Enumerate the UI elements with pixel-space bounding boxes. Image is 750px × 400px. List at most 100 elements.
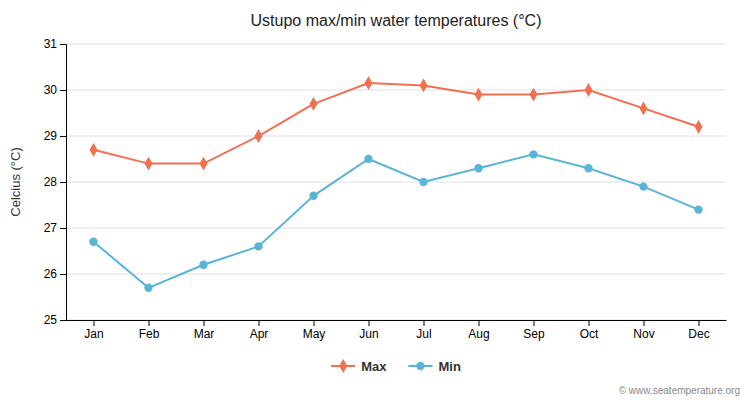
x-tick-mark [369,320,370,326]
marker [585,83,593,97]
marker [89,238,97,246]
x-tick: Jun [359,320,378,341]
y-tick-label: 28 [44,175,58,189]
grid-line [66,228,726,229]
grid-line [66,44,726,45]
x-tick-mark [259,320,260,326]
y-tick: 30 [44,83,66,97]
marker [365,76,373,90]
y-tick-mark [60,136,66,137]
y-tick-label: 26 [44,267,58,281]
x-tick: Apr [250,320,269,341]
x-tick-mark [149,320,150,326]
marker [584,164,592,172]
marker [529,150,537,158]
legend-label: Min [438,359,460,374]
line [94,83,699,164]
x-tick-label: Nov [633,327,654,341]
y-axis-title: Celcius (°C) [8,147,23,216]
legend: Max Min [331,359,461,374]
y-tick-mark [60,228,66,229]
marker [309,192,317,200]
x-tick: Feb [139,320,160,341]
y-tick-mark [60,320,66,321]
x-tick-label: Jul [416,327,431,341]
x-tick: Jan [84,320,103,341]
x-tick-mark [204,320,205,326]
marker [694,205,702,213]
legend-item: Max [331,359,387,374]
x-tick: Sep [523,320,545,341]
x-tick-mark [314,320,315,326]
chart-svg: Jan Feb Mar Apr May Jun Jul Aug Sep Oct Nov Dec 25 26… [0,0,750,400]
y-tick-label: 29 [44,129,58,143]
marker [639,182,647,190]
grid-line [66,274,726,275]
title: Ustupo max/min water temperatures (°C) [251,12,542,29]
grid-line [66,90,726,91]
marker [419,178,427,186]
x-tick-mark [534,320,535,326]
marker [145,157,153,171]
x-tick-mark [424,320,425,326]
y-tick-mark [60,90,66,91]
marker [200,157,208,171]
x-tick-mark [589,320,590,326]
grid [66,44,726,320]
marker [310,97,318,111]
marker [474,164,482,172]
marker [254,242,262,250]
plot-area [89,76,702,292]
y-tick-mark [60,274,66,275]
marker [144,284,152,292]
marker [364,155,372,163]
marker [90,143,98,157]
marker [420,78,428,92]
grid-line [66,320,726,321]
y-tick-label: 30 [44,83,58,97]
y-tick: 26 [44,267,66,281]
y-tick: 28 [44,175,66,189]
y-tick-mark [60,182,66,183]
series [89,150,702,292]
x-tick-mark [94,320,95,326]
marker [695,120,703,134]
x-tick-label: Aug [468,327,489,341]
marker [199,261,207,269]
y-tick-label: 27 [44,221,58,235]
x-tick-label: Mar [194,327,215,341]
x-axis-line [67,320,727,321]
y-axis: 25 26 27 28 29 30 31 [44,37,67,327]
x-tick: Jul [416,320,431,341]
annotation: © www.seatemperature.org [619,385,740,396]
x-tick-label: May [303,327,326,341]
y-tick-label: 31 [44,37,58,51]
x-tick-label: Feb [139,327,160,341]
x-tick-mark [479,320,480,326]
series [90,76,703,170]
y-tick-mark [60,44,66,45]
marker [475,88,483,102]
chart-container: Jan Feb Mar Apr May Jun Jul Aug Sep Oct Nov Dec 25 26… [0,0,750,400]
y-axis-line [60,45,67,321]
legend-marker [339,359,347,373]
x-tick: Aug [468,320,489,341]
x-tick-label: Jun [359,327,378,341]
x-tick-label: Dec [688,327,709,341]
grid-line [66,136,726,137]
marker [530,88,538,102]
x-tick: May [303,320,326,341]
x-axis: Jan Feb Mar Apr May Jun Jul Aug Sep Oct Nov Dec [67,320,727,341]
marker [640,101,648,115]
y-tick: 27 [44,221,66,235]
legend-item: Min [408,359,460,374]
x-tick: Dec [688,320,709,341]
legend-marker [416,362,424,370]
x-tick-mark [699,320,700,326]
legend-label: Max [361,359,387,374]
y-tick: 31 [44,37,66,51]
marker [255,129,263,143]
y-tick-label: 25 [44,313,58,327]
x-tick-label: Sep [523,327,545,341]
x-tick: Oct [580,320,599,341]
